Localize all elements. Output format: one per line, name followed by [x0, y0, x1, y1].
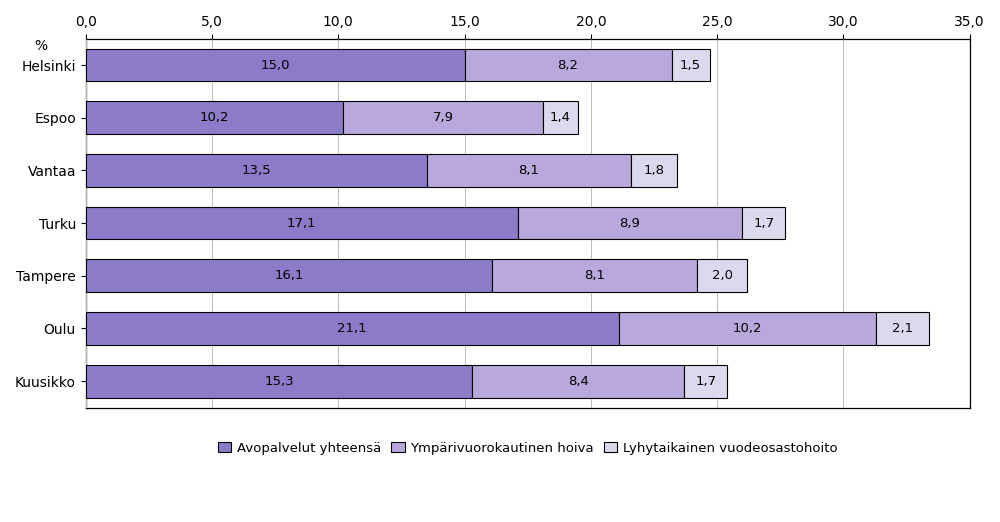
Text: 10,2: 10,2: [733, 322, 762, 335]
Bar: [672, 49, 710, 81]
Bar: [86, 101, 343, 134]
Bar: [876, 312, 929, 345]
Bar: [86, 207, 518, 240]
Bar: [518, 207, 742, 240]
Bar: [86, 312, 619, 345]
Bar: [631, 154, 677, 187]
Bar: [465, 49, 672, 81]
Text: 1,5: 1,5: [680, 58, 701, 72]
Text: 7,9: 7,9: [433, 111, 454, 124]
Text: 1,4: 1,4: [550, 111, 571, 124]
Text: 2,1: 2,1: [892, 322, 913, 335]
Bar: [343, 101, 543, 134]
Bar: [543, 101, 578, 134]
Text: 1,7: 1,7: [753, 217, 774, 230]
Text: 8,1: 8,1: [518, 164, 539, 177]
Text: 2,0: 2,0: [712, 269, 733, 282]
Bar: [86, 49, 465, 81]
Bar: [86, 365, 472, 398]
Text: 8,4: 8,4: [568, 375, 589, 388]
Text: 21,1: 21,1: [337, 322, 367, 335]
Bar: [472, 365, 684, 398]
Text: 17,1: 17,1: [287, 217, 316, 230]
Bar: [86, 259, 492, 292]
Text: 8,1: 8,1: [584, 269, 605, 282]
Text: 8,2: 8,2: [558, 58, 579, 72]
Bar: [427, 154, 631, 187]
Text: %: %: [35, 39, 48, 53]
Text: 16,1: 16,1: [274, 269, 304, 282]
Legend: Avopalvelut yhteensä, Ympärivuorokautinen hoiva, Lyhytaikainen vuodeosastohoito: Avopalvelut yhteensä, Ympärivuorokautine…: [213, 436, 842, 460]
Text: 15,3: 15,3: [264, 375, 294, 388]
Bar: [697, 259, 747, 292]
Text: 8,9: 8,9: [620, 217, 640, 230]
Text: 1,8: 1,8: [643, 164, 664, 177]
Text: 13,5: 13,5: [241, 164, 271, 177]
Bar: [684, 365, 727, 398]
Bar: [492, 259, 697, 292]
Text: 1,7: 1,7: [695, 375, 716, 388]
Text: 10,2: 10,2: [200, 111, 229, 124]
Bar: [619, 312, 876, 345]
Bar: [742, 207, 785, 240]
Bar: [86, 154, 427, 187]
Text: 15,0: 15,0: [260, 58, 290, 72]
